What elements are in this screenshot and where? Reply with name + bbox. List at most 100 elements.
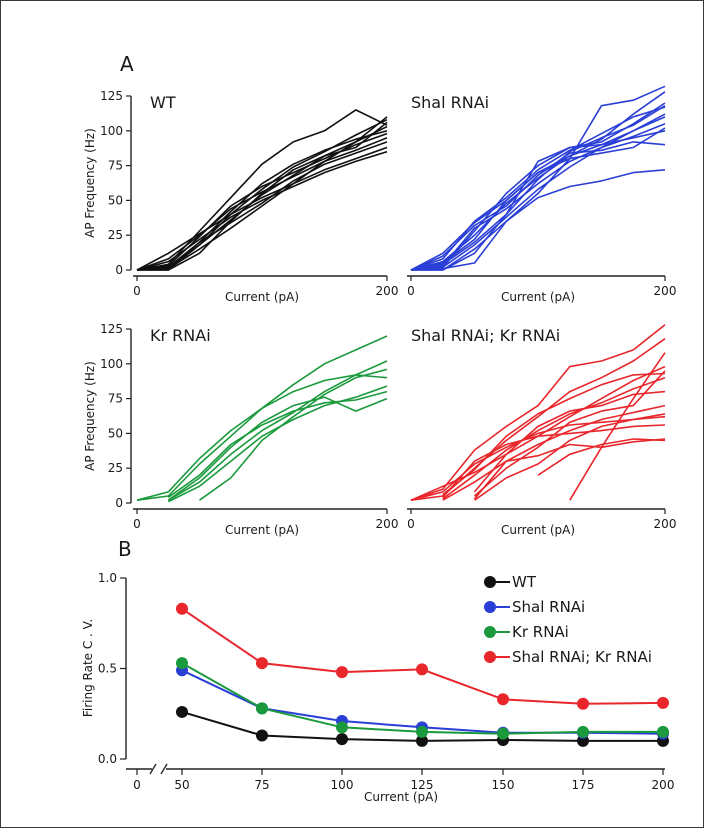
x-tick-label: 150 [492, 778, 515, 792]
trace-line [167, 374, 388, 501]
trace-line [442, 424, 666, 498]
y-axis-label: Firing Rate C . V. [81, 619, 95, 717]
legend-label: Shal RNAi [512, 598, 585, 616]
trace-line [473, 370, 666, 497]
trace-line [569, 352, 666, 501]
data-point [176, 657, 188, 670]
y-tick-label: 50 [108, 426, 123, 440]
y-axis-label: AP Frequency (Hz) [83, 128, 97, 238]
x-tick-label: 125 [411, 778, 434, 792]
data-point [657, 725, 669, 738]
chart-1: 0 25 50 75 100 125 0 200 Current (pA) AP Frequenc… [83, 89, 398, 304]
data-point [657, 696, 669, 709]
trace-line [410, 324, 666, 501]
x-axis-label: Current (pA) [225, 523, 299, 537]
trace-line [137, 125, 388, 271]
x-tick-label: 50 [174, 778, 189, 792]
legend-marker [484, 626, 496, 638]
legend-label: Shal RNAi; Kr RNAi [512, 648, 652, 666]
trace-line [473, 438, 666, 500]
x-tick-label: 200 [654, 284, 677, 298]
data-point [336, 733, 348, 746]
trace-line [410, 413, 666, 501]
x-tick-label: 200 [376, 517, 399, 531]
legend-marker [484, 576, 496, 588]
data-point [497, 693, 509, 706]
chart-title: Shal RNAi [411, 93, 489, 112]
y-tick-label: 50 [108, 193, 123, 207]
y-tick-label: 1.0 [98, 571, 117, 585]
x-tick-label: 75 [254, 778, 269, 792]
axis-break-mark [160, 763, 168, 775]
panel-label-b: B [118, 537, 132, 561]
x-axis-label: Current (pA) [501, 290, 575, 304]
legend: WT Shal RNAi Kr RNAi Shal RNAi; Kr RNAi [484, 573, 652, 666]
x-tick-label: 0 [133, 284, 141, 298]
data-point [256, 657, 268, 670]
y-tick-label: 25 [108, 228, 123, 242]
data-point [577, 725, 589, 738]
trace-line [199, 368, 388, 501]
trace-line [411, 85, 666, 271]
trace-line [136, 150, 388, 271]
x-tick-label: 100 [331, 778, 354, 792]
trace-line [167, 385, 388, 503]
y-tick-label: 0.5 [98, 662, 117, 676]
data-point [416, 725, 428, 738]
trace-line [442, 404, 666, 501]
trace-line [136, 141, 388, 271]
y-tick-label: 0 [115, 263, 123, 277]
x-tick-label: 0 [407, 284, 415, 298]
x-tick-label: 200 [654, 517, 677, 531]
trace-line [167, 390, 388, 499]
x-axis-label: Current (pA) [364, 790, 438, 804]
charts-layer: 0 25 50 75 100 125 0 200 Current (pA) AP Frequenc… [81, 85, 677, 804]
data-point [416, 663, 428, 676]
y-tick-label: 100 [100, 124, 123, 138]
y-tick-label: 0 [115, 496, 123, 510]
trace-line [410, 113, 666, 271]
chart-title: Shal RNAi; Kr RNAi [411, 326, 560, 345]
data-point [176, 705, 188, 718]
chart-title: WT [150, 93, 176, 112]
series-4 [176, 602, 669, 710]
x-tick-label: 0 [133, 778, 141, 792]
x-axis-label: Current (pA) [501, 523, 575, 537]
trace-line [410, 105, 666, 271]
y-tick-label: 0.0 [98, 752, 117, 766]
data-point [336, 721, 348, 734]
trace-line [442, 372, 666, 496]
y-tick-label: 75 [108, 392, 123, 406]
trace-line [410, 123, 666, 271]
legend-label: Kr RNAi [512, 623, 569, 641]
series-3 [176, 657, 669, 740]
chart-2: 0 200 Current (pA) Shal RNAi [407, 85, 677, 304]
trace-line [136, 137, 388, 271]
y-tick-label: 25 [108, 461, 123, 475]
x-tick-label: 175 [572, 778, 595, 792]
trace-line [410, 91, 666, 271]
y-tick-label: 75 [108, 159, 123, 173]
chart-title: Kr RNAi [150, 326, 211, 345]
y-tick-label: 100 [100, 357, 123, 371]
data-point [416, 734, 428, 747]
x-tick-label: 200 [376, 284, 399, 298]
trace-line [442, 376, 666, 500]
trace-line [410, 141, 666, 271]
trace-line [136, 360, 388, 501]
trace-line [167, 396, 388, 501]
y-axis-label: AP Frequency (Hz) [83, 361, 97, 471]
chart-3: 0 25 50 75 100 125 0 200 Current (pA) AP Frequenc… [83, 322, 398, 537]
trace-line [410, 169, 666, 271]
x-axis-label: Current (pA) [225, 290, 299, 304]
trace-line [136, 132, 388, 271]
data-point [176, 602, 188, 615]
trace-line [137, 121, 388, 271]
trace-line [136, 146, 388, 271]
y-tick-label: 125 [100, 89, 123, 103]
trace-line [136, 335, 388, 501]
legend-marker [484, 601, 496, 613]
panel-label-a: A [120, 52, 134, 76]
data-point [336, 666, 348, 679]
